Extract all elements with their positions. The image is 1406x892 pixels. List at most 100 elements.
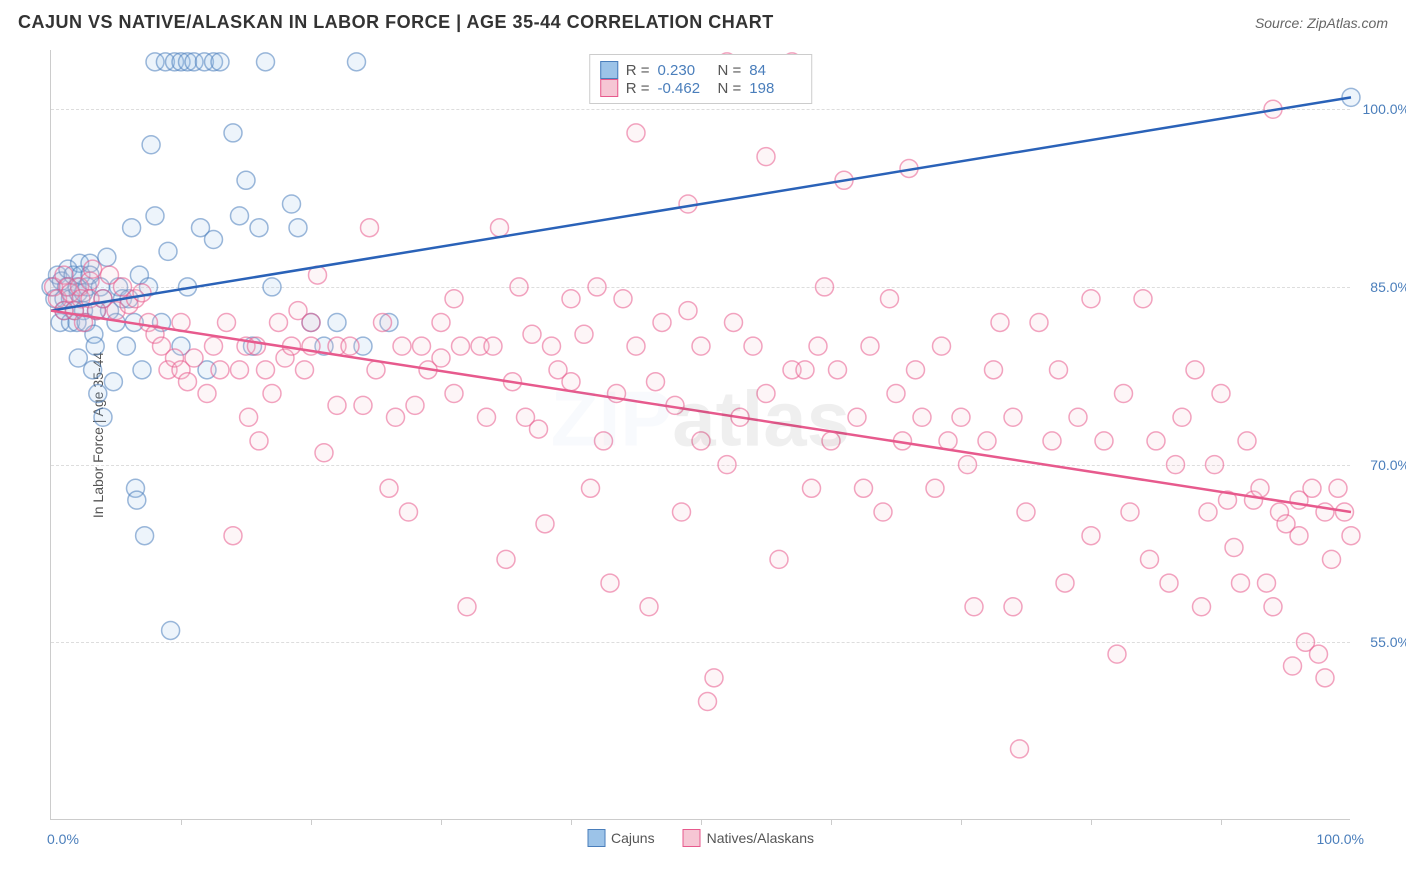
r-label: R = (626, 80, 650, 97)
data-point (796, 361, 814, 379)
x-axis-max-label: 100.0% (1317, 831, 1364, 847)
data-point (86, 337, 104, 355)
data-point (1160, 574, 1178, 592)
data-point (133, 361, 151, 379)
data-point (1238, 432, 1256, 450)
data-point (458, 598, 476, 616)
data-point (939, 432, 957, 450)
data-point (1206, 456, 1224, 474)
data-point (744, 337, 762, 355)
data-point (146, 207, 164, 225)
data-point (692, 432, 710, 450)
legend-label: Natives/Alaskans (707, 830, 814, 846)
data-point (1199, 503, 1217, 521)
data-point (133, 284, 151, 302)
chart-area: In Labor Force | Age 35-44 55.0%70.0%85.… (50, 50, 1350, 820)
y-tick-label: 85.0% (1370, 279, 1406, 295)
correlation-legend: R = 0.230 N = 84 R = -0.462 N = 198 (589, 54, 813, 104)
data-point (705, 669, 723, 687)
data-point (1329, 479, 1347, 497)
n-value: 198 (749, 80, 801, 97)
data-point (1316, 669, 1334, 687)
data-point (104, 373, 122, 391)
legend-row-cajuns: R = 0.230 N = 84 (600, 61, 802, 79)
x-tick (311, 819, 312, 825)
data-point (315, 444, 333, 462)
data-point (231, 207, 249, 225)
data-point (393, 337, 411, 355)
data-point (1290, 527, 1308, 545)
data-point (117, 337, 135, 355)
series-legend: Cajuns Natives/Alaskans (587, 829, 814, 847)
data-point (627, 124, 645, 142)
legend-swatch-icon (600, 79, 618, 97)
data-point (328, 396, 346, 414)
data-point (770, 550, 788, 568)
data-point (965, 598, 983, 616)
legend-label: Cajuns (611, 830, 655, 846)
x-tick (701, 819, 702, 825)
data-point (1342, 527, 1360, 545)
data-point (257, 53, 275, 71)
data-point (1141, 550, 1159, 568)
data-point (530, 420, 548, 438)
regression-line (51, 97, 1351, 310)
data-point (1095, 432, 1113, 450)
data-point (263, 385, 281, 403)
scatter-plot (51, 50, 1350, 819)
data-point (231, 361, 249, 379)
data-point (926, 479, 944, 497)
data-point (1193, 598, 1211, 616)
data-point (84, 361, 102, 379)
data-point (562, 290, 580, 308)
data-point (354, 396, 372, 414)
data-point (1108, 645, 1126, 663)
data-point (128, 491, 146, 509)
data-point (283, 195, 301, 213)
data-point (270, 313, 288, 331)
data-point (1082, 527, 1100, 545)
data-point (328, 313, 346, 331)
data-point (1186, 361, 1204, 379)
data-point (94, 408, 112, 426)
x-tick (441, 819, 442, 825)
data-point (211, 53, 229, 71)
data-point (757, 148, 775, 166)
data-point (803, 479, 821, 497)
data-point (205, 337, 223, 355)
n-label: N = (718, 80, 742, 97)
legend-item-cajuns: Cajuns (587, 829, 655, 847)
legend-row-natives: R = -0.462 N = 198 (600, 79, 802, 97)
y-tick-label: 70.0% (1370, 457, 1406, 473)
data-point (614, 290, 632, 308)
data-point (757, 385, 775, 403)
data-point (348, 53, 366, 71)
data-point (907, 361, 925, 379)
data-point (211, 361, 229, 379)
data-point (1115, 385, 1133, 403)
data-point (1069, 408, 1087, 426)
data-point (89, 385, 107, 403)
x-tick (181, 819, 182, 825)
data-point (224, 527, 242, 545)
x-axis-min-label: 0.0% (47, 831, 79, 847)
r-value: 0.230 (658, 62, 710, 79)
data-point (361, 219, 379, 237)
data-point (1147, 432, 1165, 450)
data-point (809, 337, 827, 355)
data-point (881, 290, 899, 308)
data-point (1232, 574, 1250, 592)
source-label: Source: ZipAtlas.com (1255, 15, 1388, 31)
data-point (432, 349, 450, 367)
data-point (250, 219, 268, 237)
data-point (855, 479, 873, 497)
data-point (250, 432, 268, 450)
data-point (1303, 479, 1321, 497)
data-point (406, 396, 424, 414)
data-point (374, 313, 392, 331)
data-point (296, 361, 314, 379)
data-point (179, 373, 197, 391)
data-point (289, 219, 307, 237)
data-point (562, 373, 580, 391)
data-point (874, 503, 892, 521)
